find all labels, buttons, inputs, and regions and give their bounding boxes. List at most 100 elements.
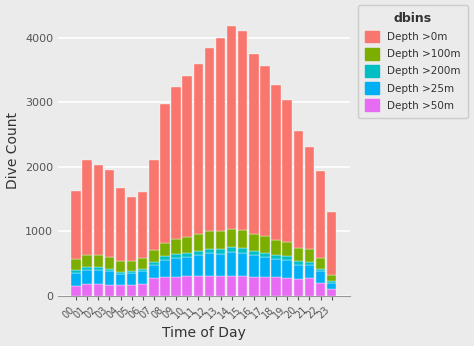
Bar xyxy=(216,254,225,276)
Bar xyxy=(182,237,192,253)
Bar xyxy=(293,279,303,296)
Bar xyxy=(283,242,292,256)
Bar xyxy=(238,276,247,296)
Bar xyxy=(260,277,270,296)
Bar xyxy=(260,253,270,257)
Bar xyxy=(182,257,192,276)
Bar xyxy=(193,276,203,296)
Bar xyxy=(316,258,325,269)
Bar xyxy=(127,261,137,271)
Bar xyxy=(93,165,103,255)
Bar xyxy=(227,26,237,229)
Y-axis label: Dive Count: Dive Count xyxy=(6,112,19,189)
Bar xyxy=(193,255,203,276)
Bar xyxy=(216,231,225,249)
Bar xyxy=(116,285,125,296)
Bar xyxy=(193,251,203,255)
Bar xyxy=(138,192,147,258)
Bar xyxy=(216,249,225,254)
Bar xyxy=(283,256,292,260)
Bar xyxy=(127,271,137,273)
Bar xyxy=(105,272,114,285)
Bar xyxy=(116,188,125,261)
Bar xyxy=(149,160,159,250)
Bar xyxy=(93,267,103,270)
Bar xyxy=(149,262,159,265)
Bar xyxy=(105,170,114,257)
Bar xyxy=(227,252,237,276)
Bar xyxy=(160,260,170,277)
Bar xyxy=(260,257,270,277)
Bar xyxy=(283,260,292,277)
Legend: Depth >0m, Depth >100m, Depth >200m, Depth >25m, Depth >50m: Depth >0m, Depth >100m, Depth >200m, Dep… xyxy=(358,5,468,118)
Bar xyxy=(171,276,181,296)
Bar xyxy=(205,231,214,249)
Bar xyxy=(182,276,192,296)
Bar xyxy=(205,253,214,276)
Bar xyxy=(105,269,114,272)
Bar xyxy=(238,31,247,230)
Bar xyxy=(72,286,81,296)
Bar xyxy=(171,87,181,239)
Bar xyxy=(171,254,181,258)
Bar xyxy=(105,257,114,269)
Bar xyxy=(305,147,314,249)
Bar xyxy=(82,267,92,270)
Bar xyxy=(305,262,314,265)
Bar xyxy=(316,171,325,258)
Bar xyxy=(249,255,259,276)
Bar xyxy=(93,270,103,284)
Bar xyxy=(149,265,159,278)
Bar xyxy=(271,85,281,240)
Bar xyxy=(216,38,225,231)
Bar xyxy=(205,48,214,231)
Bar xyxy=(149,278,159,296)
Bar xyxy=(72,260,81,270)
Bar xyxy=(283,100,292,242)
Bar xyxy=(249,276,259,296)
Bar xyxy=(116,261,125,272)
Bar xyxy=(305,249,314,262)
Bar xyxy=(72,273,81,286)
Bar xyxy=(160,277,170,296)
Bar xyxy=(293,265,303,279)
Bar xyxy=(138,269,147,272)
Bar xyxy=(72,270,81,273)
Bar xyxy=(238,230,247,248)
Bar xyxy=(193,234,203,251)
Bar xyxy=(127,273,137,285)
Bar xyxy=(249,54,259,234)
Bar xyxy=(205,276,214,296)
Bar xyxy=(72,191,81,260)
Bar xyxy=(327,283,337,289)
Bar xyxy=(171,239,181,254)
Bar xyxy=(138,272,147,284)
Bar xyxy=(216,276,225,296)
Bar xyxy=(160,104,170,243)
Bar xyxy=(227,229,237,247)
Bar xyxy=(327,281,337,283)
Bar xyxy=(327,289,337,296)
Bar xyxy=(227,276,237,296)
Bar xyxy=(182,76,192,237)
Bar xyxy=(160,256,170,260)
Bar xyxy=(82,284,92,296)
Bar xyxy=(205,249,214,253)
Bar xyxy=(293,261,303,265)
Bar xyxy=(116,274,125,285)
Bar xyxy=(182,253,192,257)
Bar xyxy=(82,160,92,255)
Bar xyxy=(227,247,237,252)
Bar xyxy=(327,212,337,275)
Bar xyxy=(127,285,137,296)
Bar xyxy=(160,243,170,256)
Bar xyxy=(260,236,270,253)
Bar xyxy=(271,259,281,277)
Bar xyxy=(271,277,281,296)
Bar xyxy=(305,278,314,296)
Bar xyxy=(293,248,303,261)
Bar xyxy=(127,197,137,261)
Bar xyxy=(271,240,281,255)
Bar xyxy=(149,250,159,262)
Bar xyxy=(193,64,203,234)
